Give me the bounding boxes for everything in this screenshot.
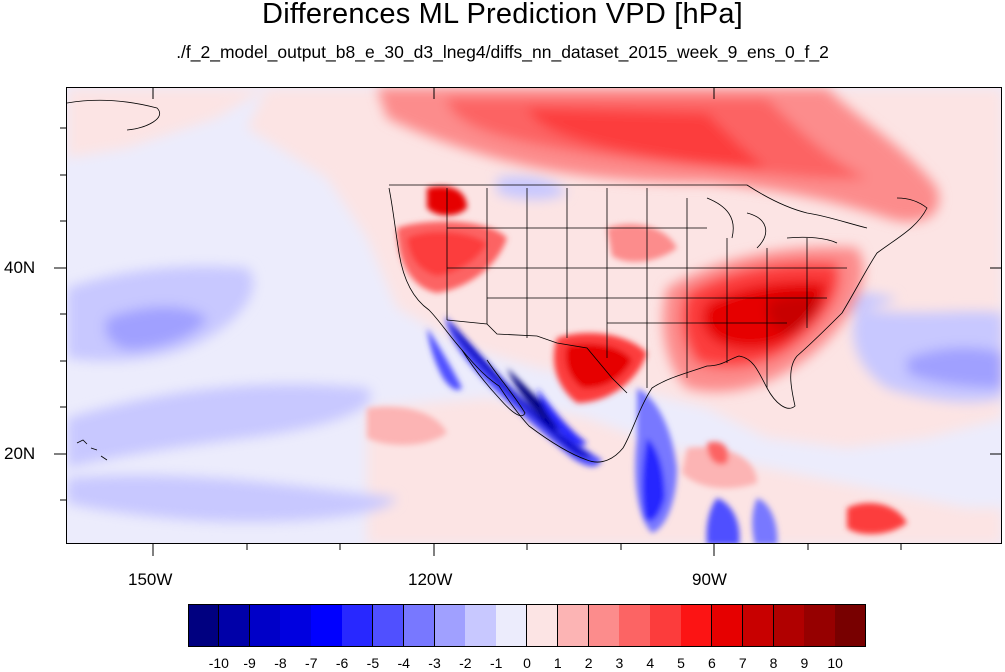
colorbar-swatch [804,604,836,647]
colorbar-level-label: 4 [646,655,655,671]
colorbar-swatch [742,604,775,647]
colorbar-level-label: 7 [738,655,747,671]
colorbar-swatch [681,604,713,647]
colorbar-level-label: -1 [489,655,503,671]
us-state-grid [446,188,847,388]
colorbar-swatch [434,604,466,647]
colorbar-swatch [218,604,251,647]
colorbar-swatch [711,604,744,647]
colorbar [188,604,867,647]
colorbar-level-label: -10 [208,655,229,671]
colorbar-swatch [557,604,590,647]
colorbar-level-label: 10 [827,655,843,671]
colorbar-swatch [835,604,867,647]
alaska-coast [67,99,160,131]
north-america-coastline [388,187,928,463]
negative-mexico-region [427,316,778,543]
colorbar-level-label: 2 [584,655,593,671]
colorbar-level-label: 0 [523,655,531,671]
lat-tick-label: 40N [4,258,36,277]
colorbar-swatch [773,604,805,647]
colorbar-level-label: -5 [366,655,380,671]
lon-tick-label: 90W [692,570,727,589]
lat-tick-label: 20N [4,444,36,463]
colorbar-swatch [188,604,220,647]
colorbar-level-label: 9 [800,655,809,671]
mexico-us-border [446,319,628,394]
colorbar-swatch [527,604,559,647]
colorbar-level-label: -3 [428,655,441,671]
colorbar-swatch [249,604,281,647]
colorbar-level-label: -2 [459,655,472,671]
colorbar-level-label: 5 [677,655,685,671]
colorbar-swatch [311,604,343,647]
colorbar-level-label: -6 [335,655,349,671]
map-panel [66,87,1002,544]
colorbar-level-label: -4 [397,655,410,671]
baja-coastline [461,349,526,417]
canada-us-border [389,184,868,229]
great-lakes [706,197,838,249]
colorbar-swatch [496,604,528,647]
positive-north-region [377,88,939,222]
colorbar-swatch [403,604,436,647]
colorbar-swatch [465,604,497,647]
hawaii [76,439,108,461]
chart-title: Differences ML Prediction VPD [hPa] [262,0,743,30]
lon-tick-label: 150W [128,570,173,589]
map-outlines [67,99,928,463]
colorbar-level-label: -9 [243,655,256,671]
colorbar-level-label: 8 [769,655,778,671]
vpd-difference-map [67,88,1001,543]
colorbar-level-label: 6 [708,655,716,671]
chart-subtitle: ./f_2_model_output_b8_e_30_d3_lneg4/diff… [176,42,829,62]
colorbar-level-label: 3 [615,655,624,671]
colorbar-level-label: 1 [553,655,562,671]
colorbar-swatch [372,604,405,647]
colorbar-swatch [280,604,312,647]
colorbar-swatch [588,604,620,647]
colorbar-level-label: -7 [305,655,318,671]
colorbar-swatch [342,604,374,647]
colorbar-swatch [619,604,651,647]
lon-tick-label: 120W [408,570,453,589]
colorbar-swatch [650,604,682,647]
colorbar-level-label: -8 [274,655,287,671]
